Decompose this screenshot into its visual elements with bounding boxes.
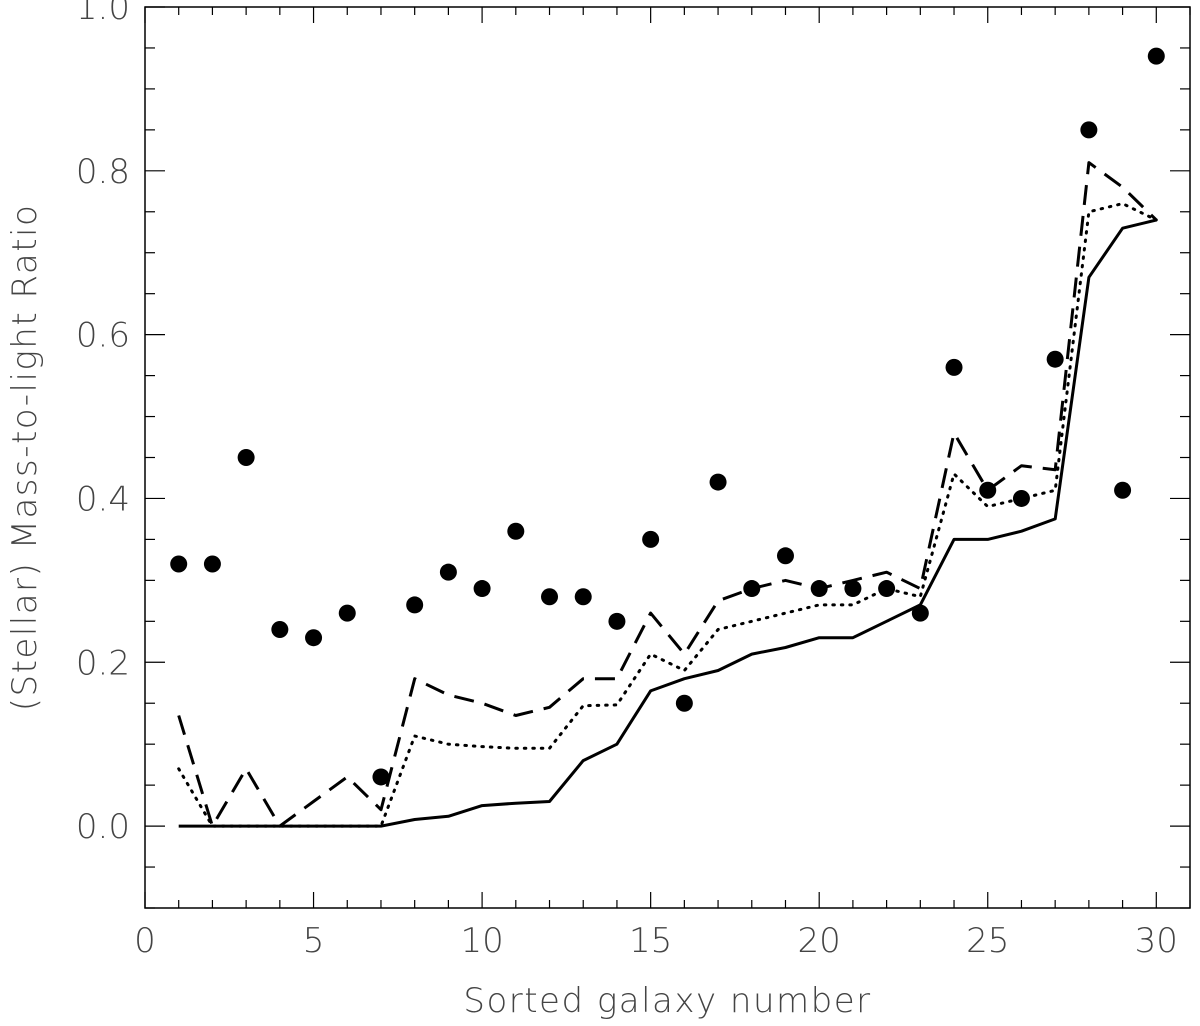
- data-point: [1114, 481, 1132, 499]
- data-point: [338, 604, 356, 622]
- y-axis-label: (Stellar) Mass-to-light Ratio: [5, 204, 45, 712]
- data-point: [507, 522, 525, 540]
- data-point: [203, 555, 221, 573]
- y-tick-label: 0.6: [76, 316, 130, 356]
- data-point: [372, 768, 390, 786]
- data-point: [406, 596, 424, 614]
- y-tick-label: 1.0: [76, 0, 130, 28]
- tick-labels: 0 5 10 15 20 25 30 0.0 0.2 0.4 0.6 0.8 1.0: [76, 0, 1178, 961]
- y-tick-label: 0.4: [76, 479, 130, 519]
- x-tick-label: 15: [629, 921, 672, 961]
- data-point: [1147, 47, 1165, 65]
- data-point: [574, 588, 592, 606]
- x-tick-label: 5: [303, 921, 325, 961]
- y-tick-label: 0.2: [76, 643, 130, 683]
- data-point: [473, 580, 491, 598]
- x-tick-label: 25: [966, 921, 1009, 961]
- data-point: [945, 358, 963, 376]
- data-point: [170, 555, 188, 573]
- x-tick-label: 20: [798, 921, 841, 961]
- plot-frame: [144, 6, 1191, 909]
- y-tick-label: 0.8: [76, 152, 130, 192]
- data-point: [675, 694, 693, 712]
- data-point: [439, 563, 457, 581]
- data-point: [1046, 350, 1064, 368]
- x-tick-label: 30: [1135, 921, 1178, 961]
- dotted-line-series: [177, 202, 1158, 828]
- data-point: [271, 621, 289, 639]
- data-point: [642, 530, 660, 548]
- data-series: [170, 47, 1165, 828]
- data-point: [237, 449, 255, 466]
- x-tick-label: 0: [134, 921, 156, 961]
- data-point: [878, 580, 896, 598]
- y-tick-label: 0.0: [76, 807, 130, 847]
- data-point: [1012, 489, 1030, 507]
- x-axis-label: Sorted galaxy number: [463, 981, 871, 1021]
- data-point: [709, 473, 727, 491]
- data-point: [541, 588, 559, 606]
- dashed-line-series: [177, 161, 1158, 828]
- solid-line-series: [178, 218, 1157, 828]
- data-point: [776, 547, 794, 565]
- data-point: [1080, 121, 1098, 139]
- data-point: [743, 580, 761, 598]
- data-point: [608, 612, 626, 630]
- data-point: [305, 629, 323, 647]
- data-point: [911, 604, 929, 622]
- x-tick-label: 10: [460, 921, 503, 961]
- data-point: [844, 580, 862, 598]
- axis-ticks: [144, 6, 1191, 909]
